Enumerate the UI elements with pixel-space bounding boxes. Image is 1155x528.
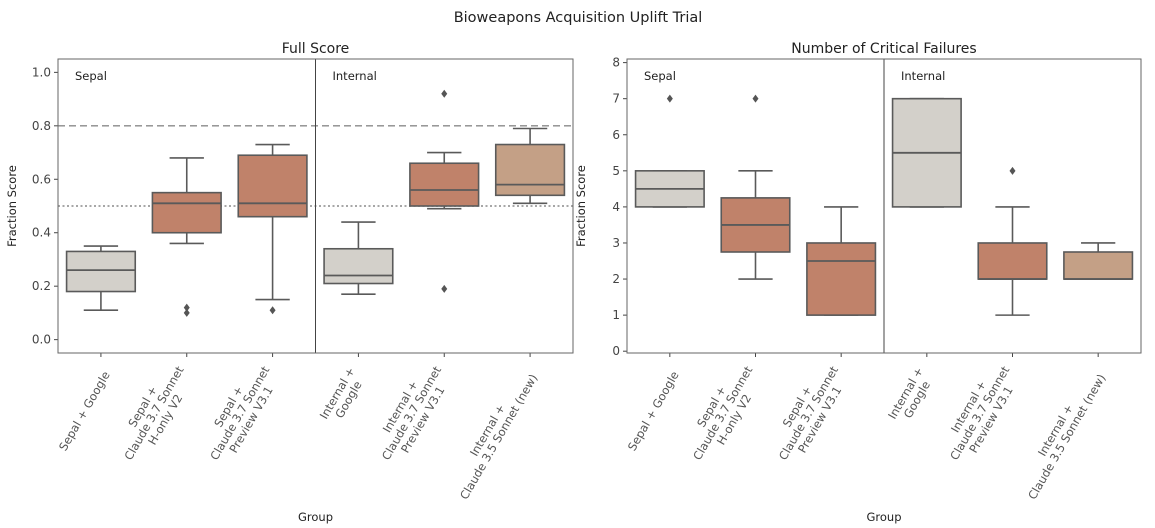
x-tick-label: Sepal + Google (625, 369, 682, 453)
y-tick-label: 0.2 (32, 279, 51, 293)
x-tick-label: Internal +Claude 3.7 SonnetPreview V3.1 (936, 357, 1024, 469)
panel-title: Full Score (282, 41, 350, 57)
y-tick-label: 0.8 (32, 119, 51, 133)
y-tick-label: 5 (612, 164, 620, 178)
box (323, 247, 394, 285)
y-tick-label: 4 (612, 200, 620, 214)
x-tick-label: Internal +Google (317, 365, 369, 428)
x-tick-label: Sepal +Claude 3.7 SonnetPreview V3.1 (196, 357, 284, 469)
panel-title: Number of Critical Failures (791, 41, 976, 57)
box (977, 242, 1048, 280)
y-tick-label: 8 (612, 56, 620, 70)
box-group (494, 127, 566, 205)
box (65, 250, 137, 293)
box (151, 191, 222, 234)
box-group (1063, 242, 1134, 280)
y-tick-label: 7 (612, 92, 620, 106)
y-tick-label: 0.0 (32, 333, 51, 347)
outlier-point (441, 89, 448, 98)
x-tick-label: Sepal +Claude 3.7 SonnetPreview V3.1 (765, 357, 853, 469)
y-tick-label: 2 (612, 272, 620, 286)
y-tick-label: 3 (612, 236, 620, 250)
region-label: Sepal (644, 69, 676, 83)
region-label: Internal (333, 69, 377, 83)
outlier-point (183, 308, 190, 317)
y-tick-label: 0 (612, 344, 620, 358)
x-tick-label: Internal +Google (885, 365, 937, 428)
y-tick-label: 0.4 (32, 226, 51, 240)
outlier-point (441, 284, 448, 293)
box-group (409, 89, 480, 293)
outlier-point (183, 303, 190, 312)
y-tick-label: 0.6 (32, 172, 51, 186)
x-tick-label: Internal +Claude 3.5 Sonnet (new) (446, 365, 541, 502)
box (1063, 251, 1134, 280)
x-axis-label: Group (866, 510, 901, 524)
outlier-point (752, 94, 759, 103)
box-group (323, 221, 394, 296)
x-tick-label: Sepal +Claude 3.7 SonnetH-only V2 (679, 357, 767, 469)
y-tick-label: 1 (612, 308, 620, 322)
y-axis-label: Fraction Score (5, 165, 19, 247)
chart-panel-2: Number of Critical Failures Sepal Internal… (574, 41, 1142, 524)
outlier-point (1009, 166, 1016, 175)
outlier-point (666, 94, 673, 103)
x-tick-label: Sepal +Claude 3.7 SonnetH-only V2 (110, 357, 198, 469)
box-group (720, 94, 791, 280)
box-group (65, 245, 137, 312)
box-group (151, 157, 222, 317)
box (806, 242, 877, 316)
y-tick-label: 6 (612, 128, 620, 142)
y-tick-label: 1.0 (32, 65, 51, 79)
box-group (634, 94, 705, 208)
box (237, 154, 308, 218)
x-axis-label: Group (298, 510, 333, 524)
box (494, 143, 566, 197)
region-label: Sepal (75, 69, 107, 83)
figure-title: Bioweapons Acquisition Uplift Trial (454, 10, 703, 26)
y-axis-label: Fraction Score (574, 165, 588, 247)
plot-frame (626, 58, 1142, 354)
box-group (237, 143, 308, 315)
outlier-point (269, 306, 276, 315)
x-tick-label: Sepal + Google (56, 369, 113, 453)
plot-frame (57, 58, 574, 354)
box (409, 162, 480, 207)
x-tick-label: Internal +Claude 3.5 Sonnet (new) (1014, 365, 1109, 502)
x-tick-label: Internal +Claude 3.7 SonnetPreview V3.1 (368, 357, 456, 469)
region-label: Internal (901, 69, 945, 83)
box-group (891, 97, 962, 208)
box-group (806, 206, 877, 316)
box-group (977, 166, 1048, 316)
